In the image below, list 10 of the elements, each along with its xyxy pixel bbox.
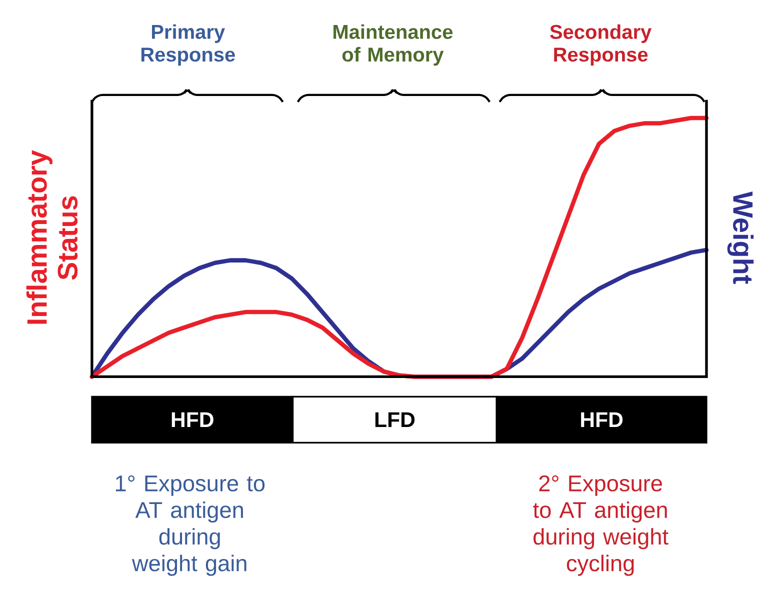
- text: HFD: [172, 412, 214, 428]
- text: 1° Exposure to AT antigen during weight gain: [116, 476, 265, 576]
- text: 2° Exposure to AT antigen during weight cycling: [533, 476, 668, 576]
- text: Secondary Response: [550, 24, 652, 66]
- text: Maintenance of Memory: [334, 24, 453, 66]
- y-axis-title: Inflammatory Status: [26, 150, 78, 324]
- y2-axis-title: Weight: [727, 192, 754, 284]
- text: HFD: [581, 412, 623, 428]
- text: Primary Response: [141, 24, 235, 66]
- text: LFD: [375, 412, 415, 428]
